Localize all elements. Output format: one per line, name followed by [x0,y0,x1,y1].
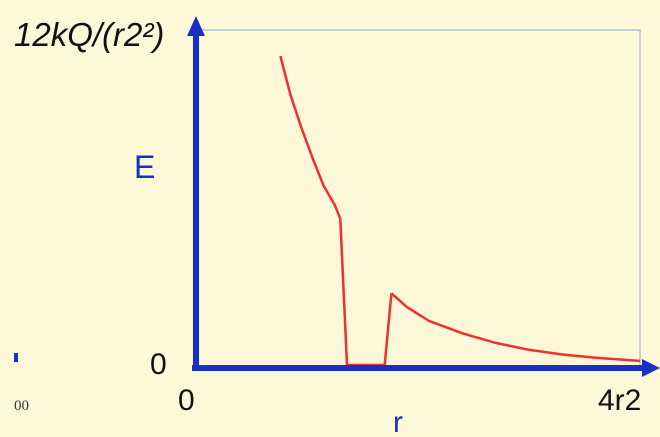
curve-segment-outer-decay [390,292,641,363]
curve-segment-outer-rise [383,293,393,366]
curve-layer [279,55,641,367]
x-axis-arrow [642,359,660,377]
x-tick-zero: 0 [178,384,195,417]
y-axis-label: E [134,149,155,185]
y-top-label: 12kQ/(r2²) [14,16,164,53]
left-edge-mark [14,353,18,362]
y-axis-arrow [187,16,205,36]
y-tick-zero: 0 [150,348,167,381]
curve-segment-inner-decay [279,55,342,220]
plot-frame [195,29,641,369]
x-tick-4r2: 4r2 [598,384,641,417]
x-axis-label: r [393,406,403,437]
edge-text: 00 [14,398,29,414]
curve-segment-drop-to-zero [339,218,349,366]
